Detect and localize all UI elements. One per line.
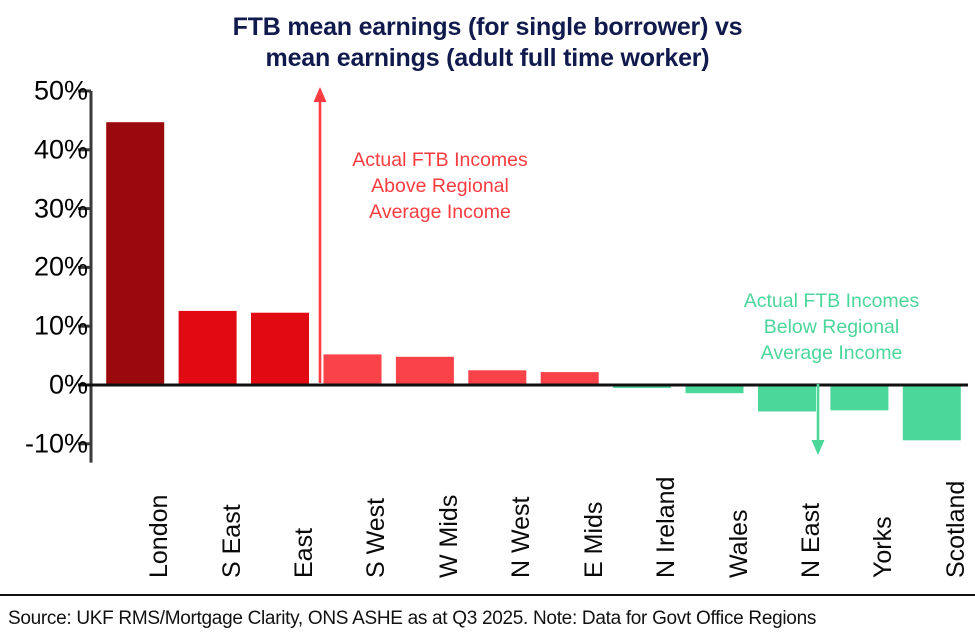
down-arrow-icon <box>811 384 825 455</box>
y-axis-tick-label: 20% <box>33 251 88 282</box>
bar-s-east[interactable] <box>178 310 237 385</box>
source-divider <box>0 594 975 596</box>
bar-scotland[interactable] <box>902 385 961 441</box>
source-note: Source: UKF RMS/Mortgage Clarity, ONS AS… <box>8 608 817 629</box>
x-axis-label-s-east: S East <box>217 504 246 578</box>
up-arrow-icon <box>313 87 327 383</box>
y-axis-tick-label: -10% <box>24 428 88 459</box>
annotation-below-line-1: Actual FTB Incomes <box>743 290 920 312</box>
chart-title-line-1: FTB mean earnings (for single borrower) … <box>232 13 743 41</box>
y-axis-tick-labels: 50% 40% 30% 20% 10% 0% -10% <box>0 0 88 636</box>
bar-s-west[interactable] <box>323 354 382 385</box>
annotation-above-line-1: Actual FTB Incomes <box>352 149 528 171</box>
chart-title-line-2: mean earnings (adult full time worker) <box>265 44 710 73</box>
annotation-above-average: Actual FTB Incomes Above Regional Averag… <box>330 148 550 226</box>
x-axis-label-yorks: Yorks <box>869 516 898 578</box>
bar-n-east[interactable] <box>758 385 816 412</box>
x-axis-label-n-ireland: N Ireland <box>652 476 681 578</box>
y-axis-tick-label: 0% <box>48 369 88 400</box>
axis-group <box>78 89 968 463</box>
annotation-above-line-3: Average Income <box>369 200 511 223</box>
bar-wales[interactable] <box>685 385 744 394</box>
annotation-below-line-3: Average Income <box>760 341 903 364</box>
y-axis-tick-label: 50% <box>33 75 88 106</box>
annotation-below-average: Actual FTB Incomes Below Regional Averag… <box>710 289 953 367</box>
x-axis-label-wales: Wales <box>724 509 753 578</box>
annotation-below-line-2: Below Regional <box>763 315 900 338</box>
x-axis-label-n-west: N West <box>507 496 536 579</box>
x-axis-label-london: London <box>145 494 174 578</box>
y-axis-tick-label: 30% <box>33 193 88 224</box>
x-axis-label-e-mids: E Mids <box>579 501 608 578</box>
x-axis-label-scotland: Scotland <box>941 480 970 578</box>
bar-east[interactable] <box>251 312 309 385</box>
arrows-group <box>313 87 825 455</box>
annotation-above-line-2: Above Regional <box>371 174 509 197</box>
x-axis-label-east: East <box>290 527 319 578</box>
x-axis-label-s-west: S West <box>362 497 391 578</box>
x-axis-label-n-east: N East <box>796 502 825 578</box>
y-axis-tick-label: 40% <box>33 134 88 165</box>
bar-yorks[interactable] <box>830 385 889 411</box>
bar-london[interactable] <box>106 122 165 385</box>
bar-w-mids[interactable] <box>395 356 454 385</box>
bar-n-west[interactable] <box>468 370 527 385</box>
chart-title: FTB mean earnings (for single borrower) … <box>0 12 975 75</box>
bar-e-mids[interactable] <box>540 372 599 385</box>
x-axis-label-w-mids: W Mids <box>434 494 463 578</box>
y-axis-tick-label: 10% <box>33 310 88 341</box>
